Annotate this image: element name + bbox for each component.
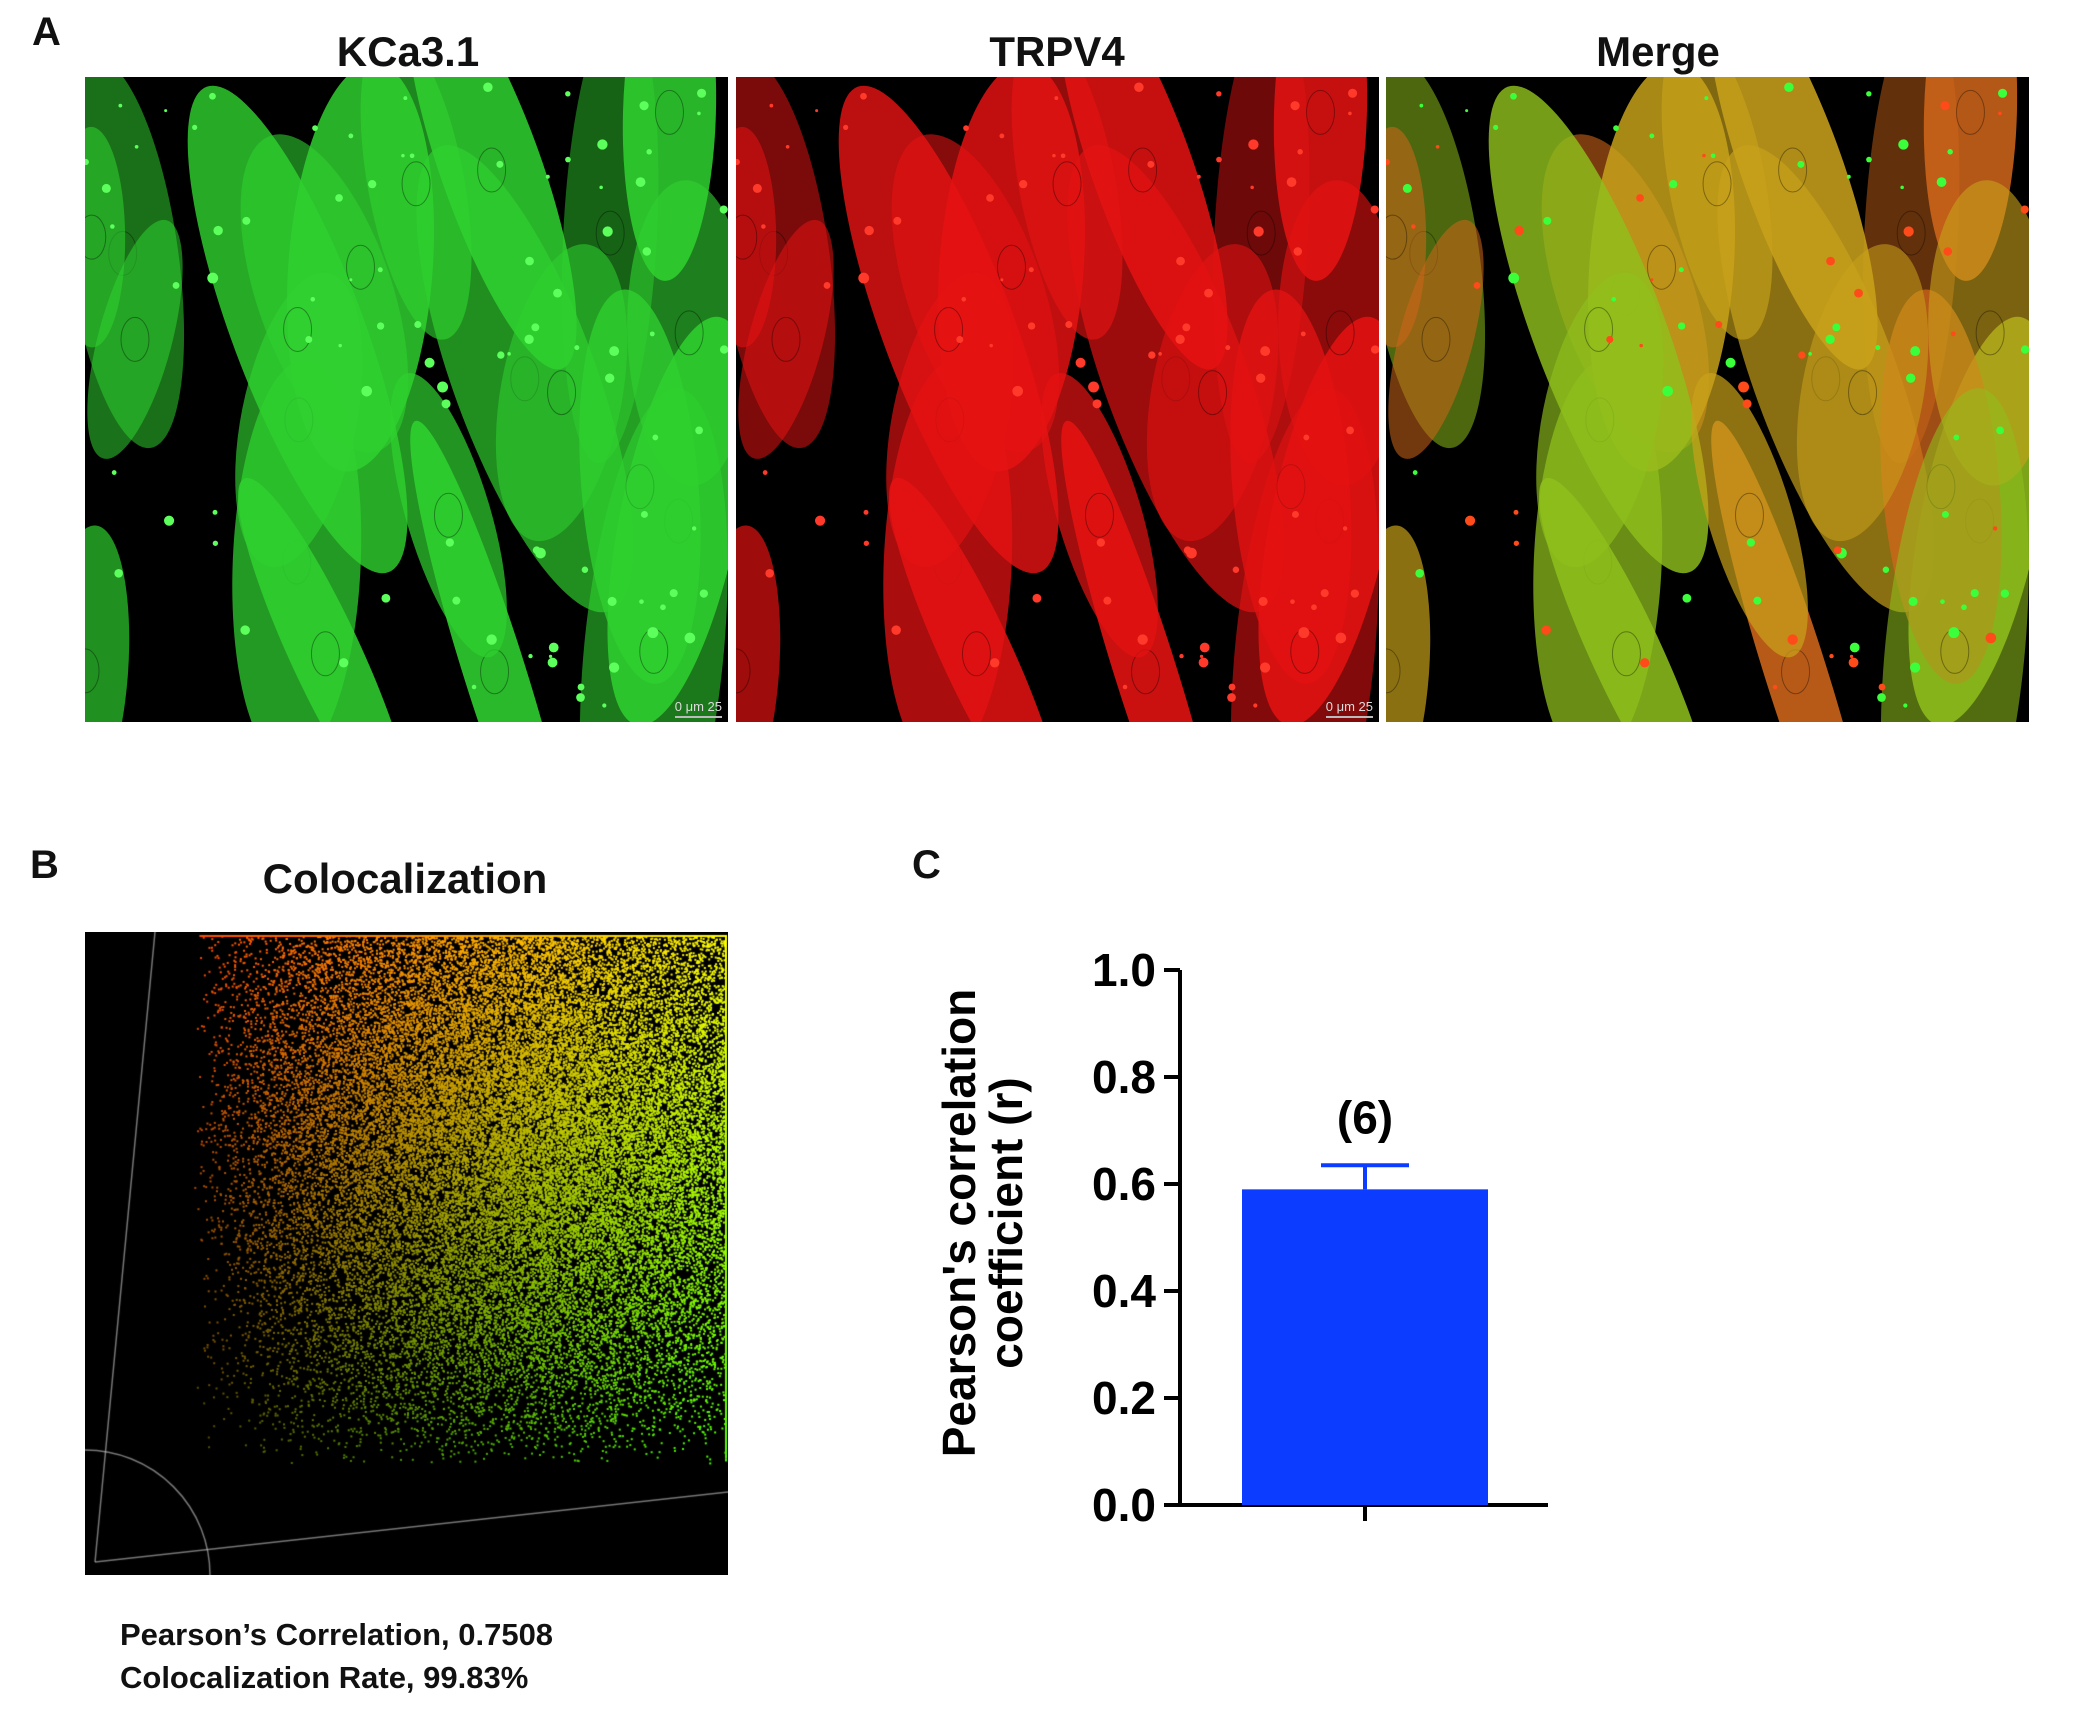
- y-tick-label: 0.8: [1092, 1051, 1156, 1103]
- y-tick-label: 0.2: [1092, 1372, 1156, 1424]
- bar-pearson-r: [1242, 1189, 1488, 1505]
- chart-bars: (6): [1242, 1091, 1488, 1505]
- pearson-bar-chart: Pearson's correlation coefficient (r) 0.…: [933, 944, 1548, 1531]
- kca31-scale-label: 0 μm 25: [674, 699, 722, 714]
- y-tick-label: 1.0: [1092, 944, 1156, 996]
- trpv4-micrograph: 0 μm 25: [736, 77, 1379, 722]
- kca31-scale-bar: 0 μm 25: [674, 699, 722, 718]
- merge-micrograph: [1386, 77, 2029, 722]
- panel-b-letter: B: [30, 843, 59, 887]
- y-axis-label-line-1: Pearson's correlation: [933, 989, 985, 1458]
- colocalization-scatterplot: [85, 932, 728, 1575]
- merge-cell-image: [1386, 77, 2029, 722]
- y-tick-label: 0.4: [1092, 1265, 1156, 1317]
- colocalization-title: Colocalization: [262, 855, 548, 902]
- trpv4-scale-bar: 0 μm 25: [1325, 699, 1373, 718]
- y-axis-label-line-2: coefficient (r): [980, 1077, 1032, 1368]
- y-tick-label: 0.6: [1092, 1158, 1156, 1210]
- kca31-cell-image: [85, 77, 728, 722]
- colocalization-rate-text: Colocalization Rate, 99.83%: [120, 1660, 529, 1695]
- merge-image-title: Merge: [1596, 28, 1720, 75]
- kca31-image-title: KCa3.1: [336, 28, 480, 75]
- y-tick-label: 0.0: [1092, 1479, 1156, 1531]
- panel-a-letter: A: [32, 10, 61, 54]
- pearson-correlation-text: Pearson’s Correlation, 0.7508: [120, 1617, 554, 1652]
- y-axis-label: Pearson's correlation coefficient (r): [933, 989, 1032, 1458]
- trpv4-scale-label: 0 μm 25: [1325, 699, 1373, 714]
- trpv4-image-title: TRPV4: [989, 28, 1125, 75]
- sample-size-label: (6): [1337, 1091, 1393, 1143]
- panel-c-letter: C: [912, 843, 941, 887]
- scatter-density-canvas: [85, 932, 728, 1575]
- kca31-micrograph: 0 μm 25: [85, 77, 728, 722]
- trpv4-cell-image: [736, 77, 1379, 722]
